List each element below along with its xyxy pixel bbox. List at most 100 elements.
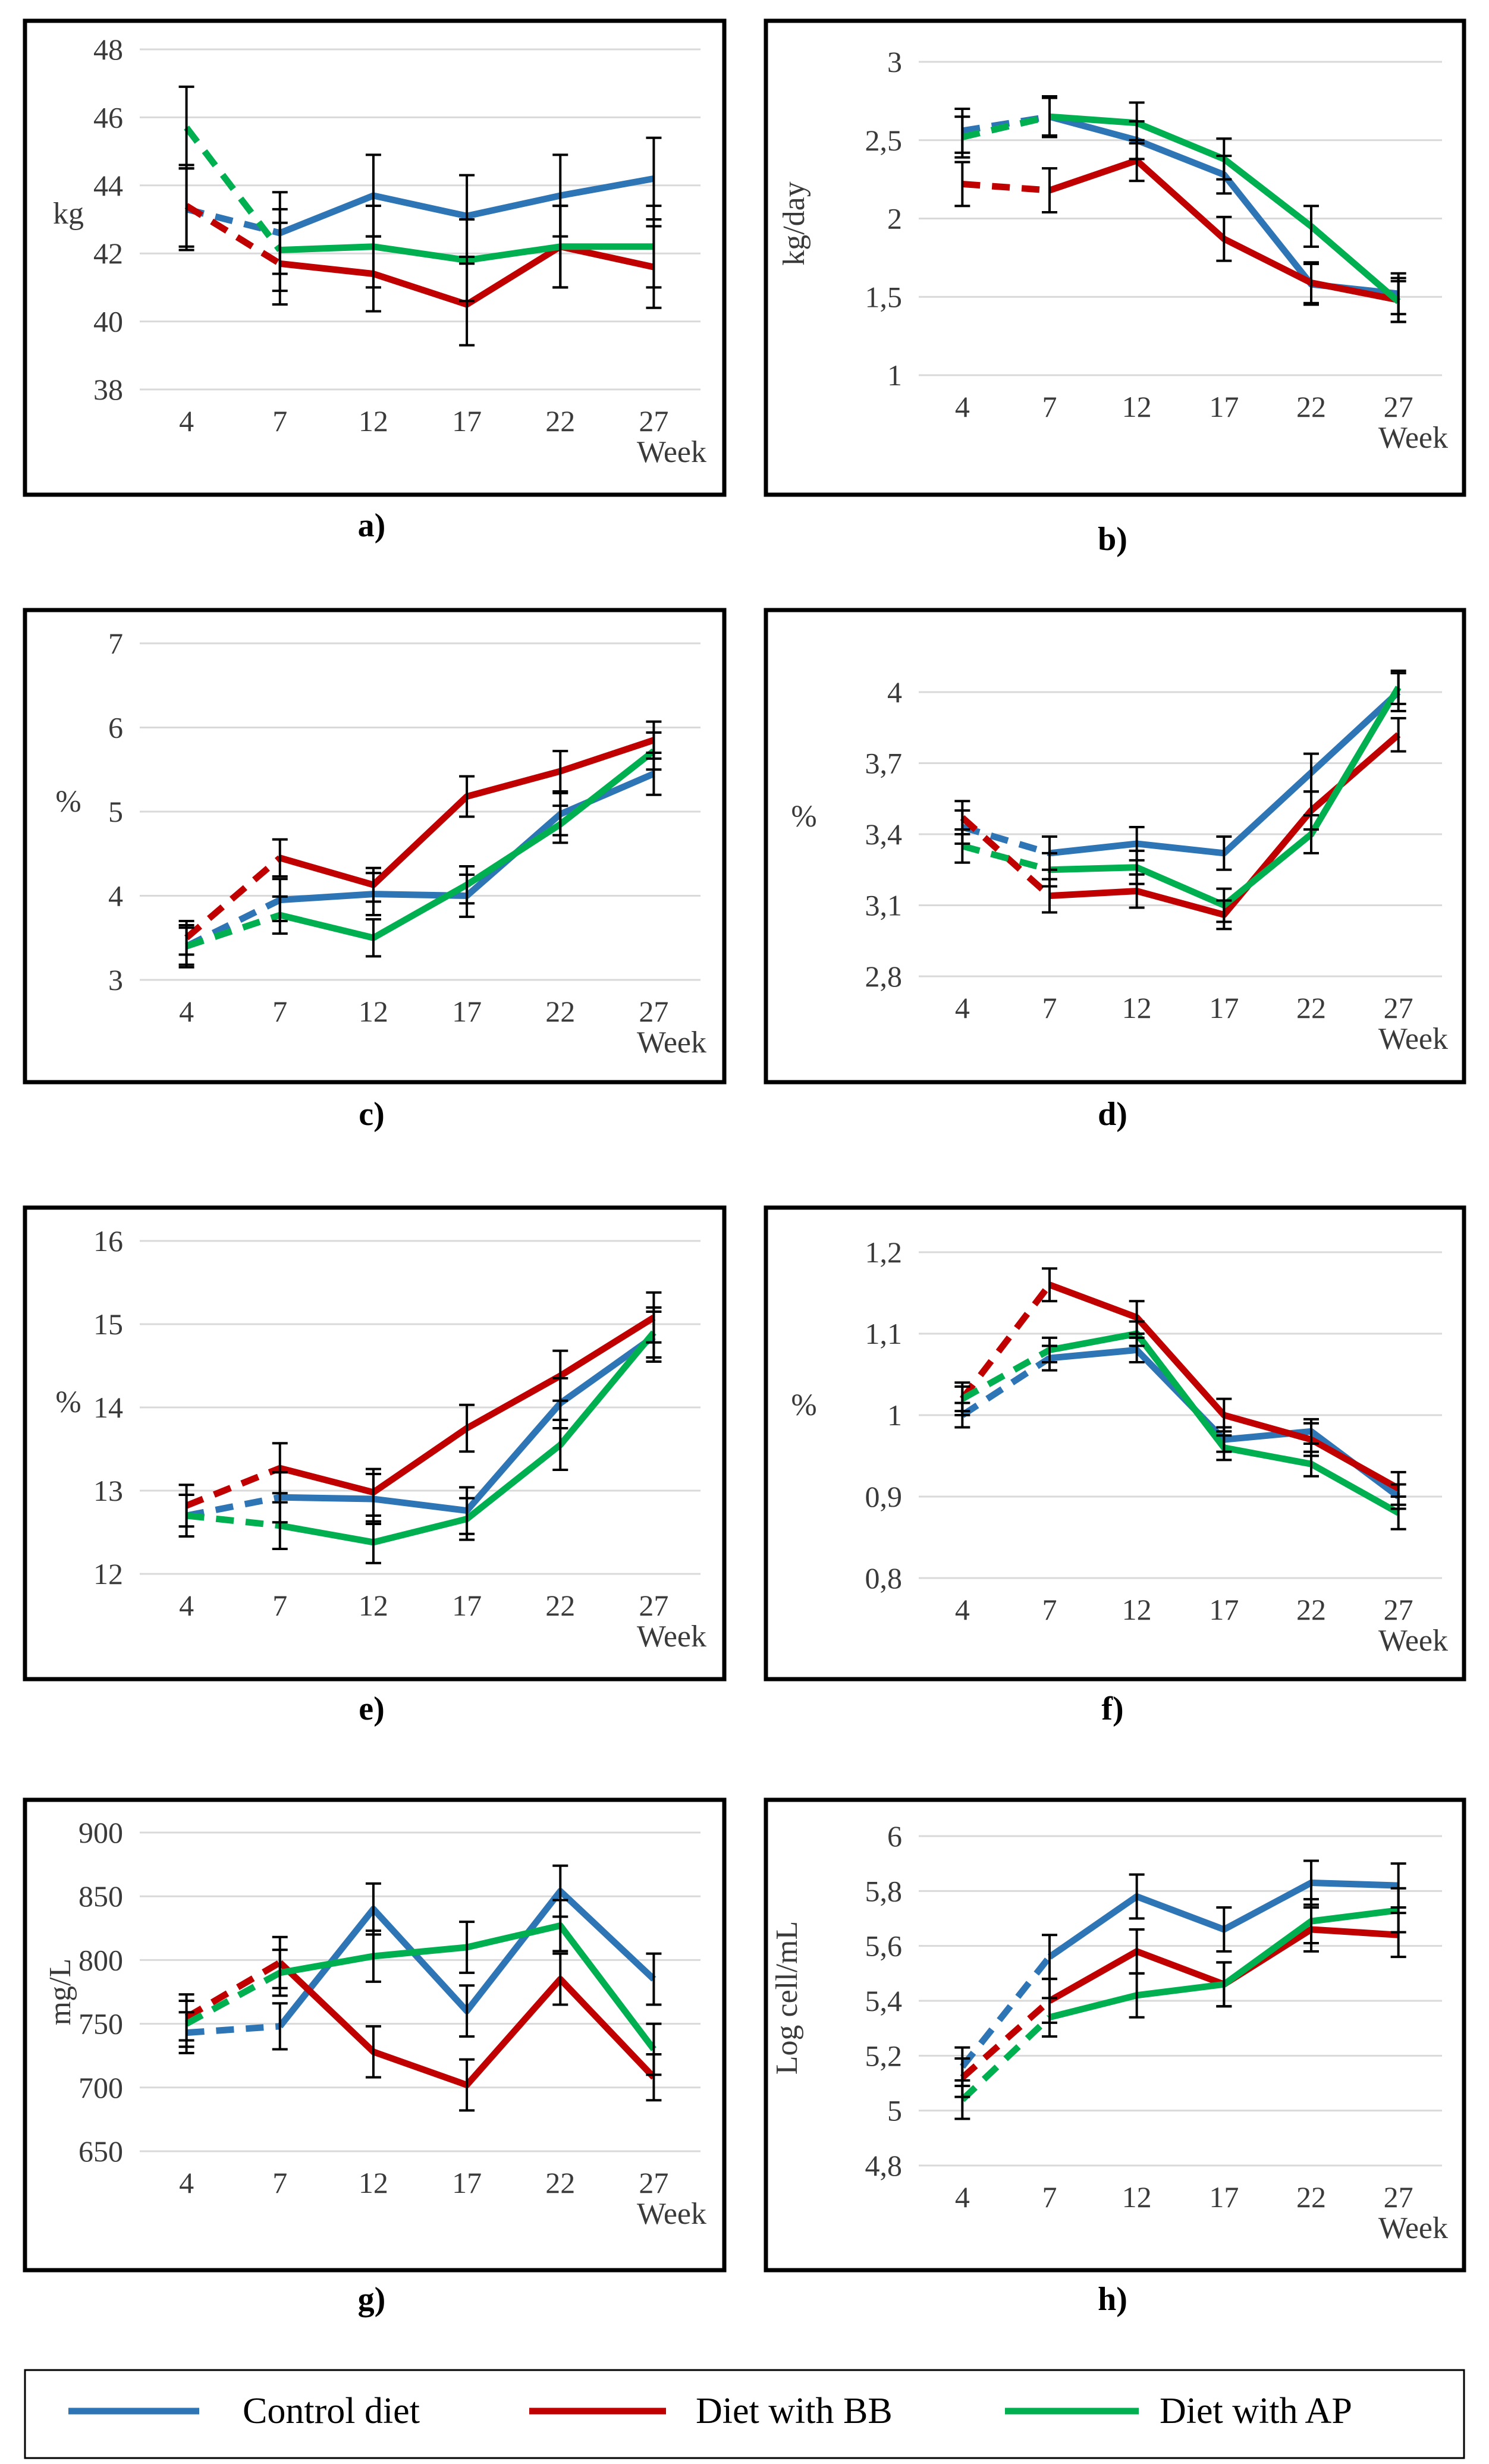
- x-tick-label: 27: [639, 2166, 668, 2199]
- panel-label: d): [1098, 1096, 1127, 1133]
- x-tick-label: 17: [1209, 390, 1239, 423]
- y-tick-label: 3,4: [865, 818, 903, 851]
- error-bar: [1390, 716, 1406, 753]
- error-bar: [365, 205, 381, 289]
- y-axis-label: Log cell/mL: [770, 1921, 804, 2075]
- x-axis-label: Week: [637, 435, 706, 469]
- y-axis-label: mg/L: [43, 1959, 77, 2026]
- panel-label: e): [359, 1690, 385, 1727]
- y-tick-label: 900: [78, 1816, 123, 1849]
- panel-frame: [23, 1797, 727, 2273]
- legend: Control diet Diet with BB Diet with AP: [24, 2369, 1465, 2459]
- panel-label: a): [358, 507, 386, 544]
- y-tick-label: 38: [93, 373, 123, 406]
- y-tick-label: 13: [93, 1474, 123, 1507]
- y-axis-label: %: [791, 1388, 816, 1422]
- x-tick-label: 27: [1384, 1593, 1413, 1626]
- x-axis-label: Week: [637, 1620, 706, 1654]
- y-tick-label: 2: [887, 202, 902, 235]
- y-tick-label: 14: [93, 1391, 123, 1424]
- error-bar: [1216, 1434, 1232, 1462]
- series-dashed-segment: [186, 2023, 281, 2036]
- x-tick-label: 12: [1122, 2180, 1152, 2214]
- error-bar: [272, 1442, 288, 1495]
- error-bar: [272, 895, 288, 935]
- x-tick-label: 7: [1042, 390, 1057, 423]
- x-tick-label: 27: [639, 404, 668, 438]
- x-tick-label: 17: [452, 995, 482, 1028]
- series-dashed-segment: [960, 1355, 1052, 1418]
- series-dashed-segment: [960, 815, 1052, 898]
- panel-frame: [23, 608, 727, 1085]
- error-bar: [1390, 1495, 1406, 1530]
- series-dashed-segment: [185, 912, 281, 950]
- y-tick-label: 16: [93, 1224, 123, 1258]
- error-bar: [552, 1952, 568, 2006]
- error-bar: [1042, 851, 1057, 888]
- error-bar: [1303, 261, 1319, 304]
- series-dashed-segment: [959, 1283, 1053, 1401]
- y-tick-label: 800: [78, 1943, 123, 1976]
- error-bar: [1216, 887, 1232, 923]
- y-tick-label: 1: [887, 1398, 902, 1432]
- y-tick-label: 0,9: [865, 1480, 903, 1513]
- error-bar: [365, 1929, 381, 1983]
- error-bar: [552, 1419, 568, 1471]
- panel-frame: [764, 1797, 1466, 2273]
- x-tick-label: 22: [1296, 2180, 1326, 2214]
- y-tick-label: 5,8: [865, 1874, 903, 1907]
- x-tick-label: 12: [359, 404, 388, 438]
- x-tick-label: 17: [452, 404, 482, 438]
- error-bar: [365, 918, 381, 958]
- series-dashed-segment: [960, 1954, 1053, 2069]
- error-bar: [459, 1984, 475, 2038]
- error-bar: [954, 828, 970, 864]
- x-tick-label: 4: [955, 1593, 970, 1626]
- error-bar: [954, 161, 970, 208]
- y-tick-label: 4: [887, 675, 902, 709]
- x-tick-label: 7: [272, 995, 287, 1028]
- x-axis-label: Week: [637, 1026, 706, 1060]
- error-bar: [1390, 1887, 1406, 1934]
- y-tick-label: 4,8: [865, 2149, 903, 2182]
- error-bar: [1303, 1898, 1319, 1945]
- x-tick-label: 22: [1296, 1593, 1326, 1626]
- error-bar: [954, 2079, 970, 2120]
- error-bar: [646, 2022, 662, 2076]
- panel-label: b): [1098, 521, 1127, 558]
- error-bar: [552, 750, 568, 793]
- panel-label: g): [358, 2281, 386, 2318]
- y-axis-label: %: [55, 1385, 81, 1419]
- y-tick-label: 48: [93, 33, 123, 66]
- error-bar: [1042, 1997, 1057, 2038]
- y-tick-label: 6: [108, 711, 123, 744]
- x-tick-label: 7: [1042, 1593, 1057, 1626]
- x-tick-label: 27: [1384, 991, 1413, 1024]
- x-tick-label: 17: [1209, 2180, 1239, 2214]
- x-tick-label: 12: [1122, 991, 1152, 1024]
- y-axis-label: kg/day: [777, 181, 811, 266]
- x-tick-label: 7: [1042, 991, 1057, 1024]
- error-bar: [365, 1520, 381, 1564]
- error-bar: [1042, 1336, 1057, 1363]
- error-bar: [1129, 101, 1145, 145]
- legend-label-ap: Diet with AP: [1160, 2391, 1352, 2431]
- series-dashed-segment: [184, 125, 283, 252]
- y-tick-label: 2,5: [865, 124, 903, 157]
- x-tick-label: 4: [179, 995, 194, 1028]
- x-tick-label: 22: [545, 995, 575, 1028]
- y-tick-label: 5,6: [865, 1929, 903, 1963]
- y-tick-label: 3: [887, 45, 902, 78]
- y-tick-label: 2,8: [865, 960, 903, 993]
- y-tick-label: 650: [78, 2135, 123, 2168]
- error-bar: [552, 205, 568, 289]
- x-tick-label: 7: [272, 404, 287, 438]
- error-bar: [365, 1467, 381, 1517]
- x-tick-label: 12: [359, 1589, 388, 1622]
